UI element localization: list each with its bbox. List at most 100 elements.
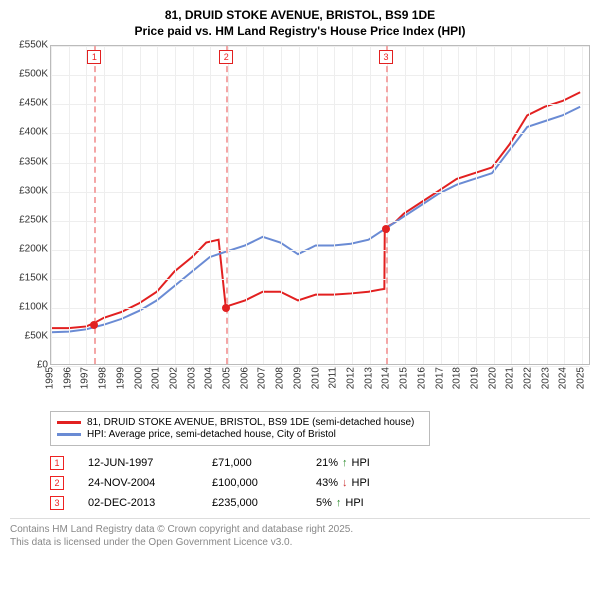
y-tick-label: £150K [19, 272, 48, 283]
gridline-v [193, 46, 194, 364]
plot-area: 1 2 3 [50, 45, 590, 365]
footer-attribution: Contains HM Land Registry data © Crown c… [10, 518, 590, 549]
gridline-h [51, 337, 589, 338]
x-tick-label: 2023 [540, 367, 551, 389]
x-tick-label: 2020 [487, 367, 498, 389]
y-tick-label: £500K [19, 69, 48, 80]
sale-hpi: 43%↓HPI [316, 477, 370, 489]
legend-swatch [57, 433, 81, 436]
sale-hpi-pct: 43% [316, 477, 338, 489]
gridline-v [122, 46, 123, 364]
sales-table: 112-JUN-1997£71,00021%↑HPI224-NOV-2004£1… [50, 456, 590, 510]
gridline-v [352, 46, 353, 364]
gridline-v [86, 46, 87, 364]
x-tick-label: 2022 [523, 367, 534, 389]
gridline-v [157, 46, 158, 364]
sale-row: 112-JUN-1997£71,00021%↑HPI [50, 456, 590, 470]
gridline-v [51, 46, 52, 364]
arrow-up-icon: ↑ [336, 497, 342, 509]
x-tick-label: 2009 [292, 367, 303, 389]
sale-marker-label: 2 [219, 50, 233, 64]
gridline-v [370, 46, 371, 364]
x-tick-label: 2005 [222, 367, 233, 389]
gridline-v [299, 46, 300, 364]
gridline-h [51, 192, 589, 193]
legend-label: HPI: Average price, semi-detached house,… [87, 429, 336, 440]
gridline-v [246, 46, 247, 364]
chart-area: £0£50K£100K£150K£200K£250K£300K£350K£400… [10, 45, 590, 405]
x-tick-label: 2024 [558, 367, 569, 389]
gridline-v [458, 46, 459, 364]
gridline-v [263, 46, 264, 364]
gridline-v [476, 46, 477, 364]
sale-price: £71,000 [212, 457, 292, 469]
sale-marker-line [226, 46, 228, 364]
x-tick-label: 2016 [416, 367, 427, 389]
gridline-v [210, 46, 211, 364]
x-tick-label: 2011 [328, 367, 339, 389]
sale-number-box: 3 [50, 496, 64, 510]
y-tick-label: £400K [19, 127, 48, 138]
chart-lines [51, 46, 589, 364]
legend-item: 81, DRUID STOKE AVENUE, BRISTOL, BS9 1DE… [57, 417, 423, 428]
y-tick-label: £350K [19, 156, 48, 167]
x-tick-label: 1995 [45, 367, 56, 389]
x-tick-label: 2008 [275, 367, 286, 389]
sale-hpi-label: HPI [352, 457, 370, 469]
x-tick-label: 1998 [98, 367, 109, 389]
x-tick-label: 2014 [381, 367, 392, 389]
gridline-v [405, 46, 406, 364]
x-tick-label: 2002 [168, 367, 179, 389]
gridline-v [511, 46, 512, 364]
x-tick-label: 1999 [115, 367, 126, 389]
y-tick-label: £50K [25, 331, 48, 342]
sale-marker-dot [90, 321, 98, 329]
gridline-v [441, 46, 442, 364]
arrow-up-icon: ↑ [342, 457, 348, 469]
x-tick-label: 2003 [186, 367, 197, 389]
series-line [51, 92, 580, 328]
x-tick-label: 2000 [133, 367, 144, 389]
sale-number-box: 1 [50, 456, 64, 470]
gridline-v [104, 46, 105, 364]
y-tick-label: £450K [19, 98, 48, 109]
y-tick-label: £300K [19, 185, 48, 196]
footer-line2: This data is licensed under the Open Gov… [10, 536, 590, 549]
x-tick-label: 2019 [469, 367, 480, 389]
x-tick-label: 1996 [62, 367, 73, 389]
x-tick-label: 2025 [576, 367, 587, 389]
x-tick-label: 2015 [399, 367, 410, 389]
legend-label: 81, DRUID STOKE AVENUE, BRISTOL, BS9 1DE… [87, 417, 414, 428]
gridline-h [51, 163, 589, 164]
gridline-v [317, 46, 318, 364]
gridline-h [51, 104, 589, 105]
y-axis: £0£50K£100K£150K£200K£250K£300K£350K£400… [10, 45, 50, 365]
gridline-h [51, 250, 589, 251]
y-tick-label: £200K [19, 243, 48, 254]
sale-marker-dot [382, 225, 390, 233]
sale-marker-dot [222, 304, 230, 312]
sale-row: 224-NOV-2004£100,00043%↓HPI [50, 476, 590, 490]
y-tick-label: £100K [19, 302, 48, 313]
sale-hpi: 21% ↑ HPI [316, 457, 370, 469]
legend: 81, DRUID STOKE AVENUE, BRISTOL, BS9 1DE… [50, 411, 430, 446]
arrow-down-icon: ↓ [342, 477, 348, 489]
title-line1: 81, DRUID STOKE AVENUE, BRISTOL, BS9 1DE [10, 8, 590, 24]
gridline-v [582, 46, 583, 364]
x-tick-label: 1997 [80, 367, 91, 389]
sale-hpi-pct: 21% [316, 457, 338, 469]
sale-marker-label: 3 [379, 50, 393, 64]
x-tick-label: 2018 [452, 367, 463, 389]
gridline-v [69, 46, 70, 364]
sale-marker-label: 1 [87, 50, 101, 64]
sale-date: 02-DEC-2013 [88, 497, 188, 509]
sale-marker-line [94, 46, 96, 364]
sale-price: £100,000 [212, 477, 292, 489]
sale-row: 302-DEC-2013£235,0005%↑HPI [50, 496, 590, 510]
gridline-v [175, 46, 176, 364]
gridline-v [281, 46, 282, 364]
legend-item: HPI: Average price, semi-detached house,… [57, 429, 423, 440]
x-tick-label: 2013 [363, 367, 374, 389]
y-tick-label: £250K [19, 214, 48, 225]
series-line [51, 107, 580, 332]
